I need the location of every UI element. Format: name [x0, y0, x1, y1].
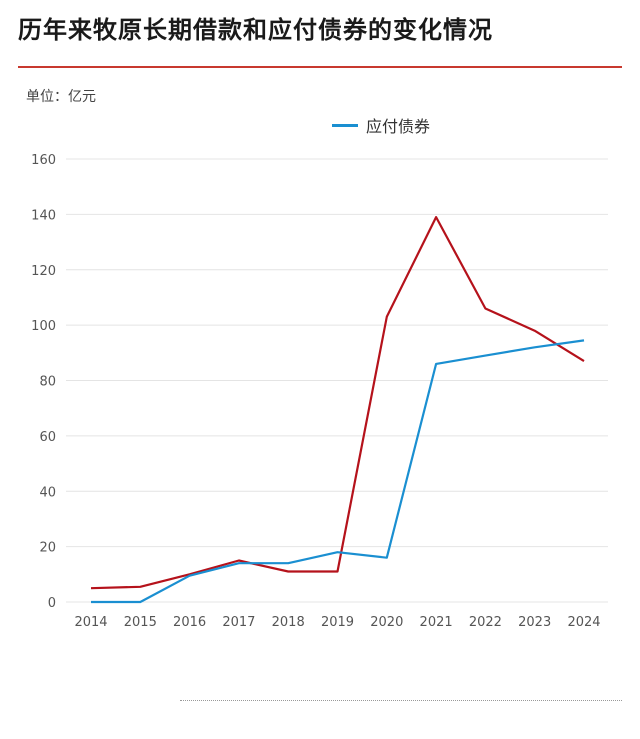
- x-tick-label: 2017: [222, 615, 255, 630]
- x-axis: 2014 2015 2016 2017 2018 2019 2020 2021 2022 2023…: [74, 615, 600, 630]
- series-line-bonds: [91, 339, 585, 604]
- bottom-divider: [180, 700, 622, 701]
- title-divider: [18, 66, 622, 68]
- y-tick-label: 0: [48, 596, 56, 611]
- legend-label-bonds: 应付债券: [366, 117, 431, 136]
- chart-legend: 应付债券: [332, 113, 430, 137]
- series-line-red: [90, 216, 585, 590]
- x-tick-label: 2022: [469, 615, 502, 630]
- x-tick-label: 2019: [321, 615, 354, 630]
- unit-label: 单位：亿元: [26, 89, 96, 105]
- y-tick-label: 160: [31, 153, 56, 168]
- y-tick-label: 60: [39, 430, 56, 445]
- y-tick-label: 140: [31, 208, 56, 223]
- legend-swatch-blue: [332, 123, 358, 127]
- y-tick-label: 40: [39, 485, 56, 500]
- y-tick-label: 100: [31, 319, 56, 334]
- x-tick-label: 2020: [370, 615, 403, 630]
- y-tick-label: 80: [39, 375, 56, 390]
- y-tick-label: 20: [39, 541, 56, 556]
- series-layer: [90, 216, 585, 604]
- x-tick-label: 2014: [74, 615, 107, 630]
- grid-layer: [66, 158, 608, 603]
- x-tick-label: 2023: [518, 615, 551, 630]
- x-tick-label: 2021: [420, 615, 453, 630]
- x-tick-label: 2018: [272, 615, 305, 630]
- y-axis: 0 20 40 60 80 100 120 140 160: [31, 153, 56, 611]
- x-tick-label: 2024: [567, 615, 600, 630]
- chart-title: 历年来牧原长期借款和应付债券的变化情况: [18, 16, 493, 44]
- y-tick-label: 120: [31, 264, 56, 279]
- x-tick-label: 2015: [124, 615, 157, 630]
- x-tick-label: 2016: [173, 615, 206, 630]
